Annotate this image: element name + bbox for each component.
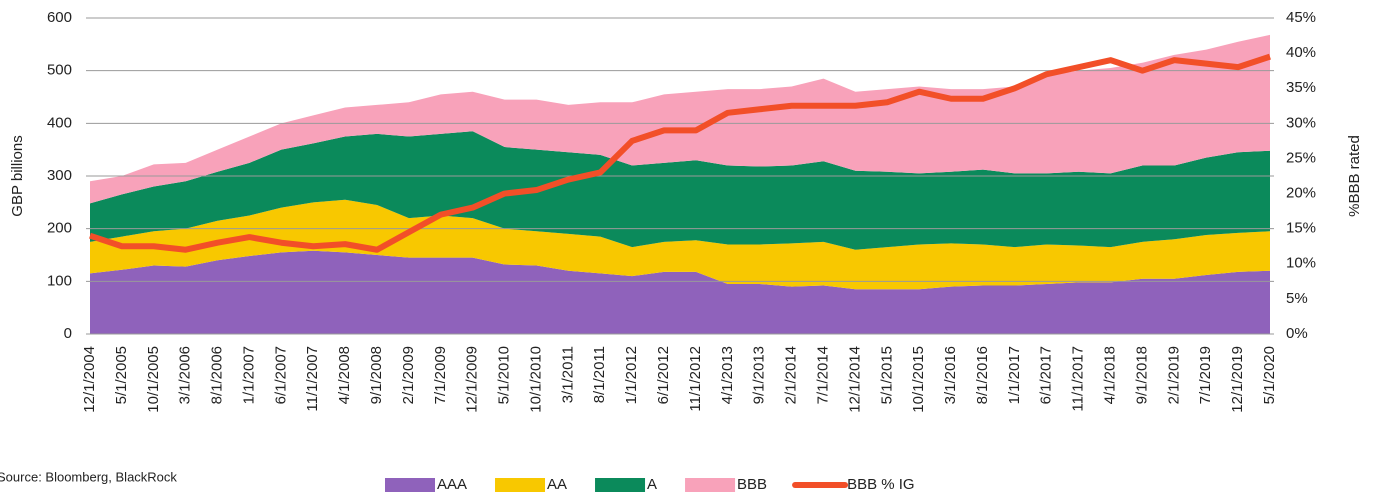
y-tick-label: 200 [47,220,72,237]
x-tick-label: 2/1/2019 [1165,346,1182,404]
x-tick-label: 6/1/2007 [272,346,289,404]
x-tick-label: 12/1/2014 [846,346,863,413]
x-tick-label: 9/1/2008 [368,346,385,404]
area [90,131,1270,250]
y2-tick-label: 20% [1286,185,1316,202]
y2-tick-label: 15% [1286,220,1316,237]
x-tick-label: 11/1/2017 [1070,346,1087,412]
x-tick-label: 6/1/2017 [1038,346,1055,404]
x-tick-label: 11/1/2007 [304,346,321,412]
y-tick-label: 0 [64,325,72,342]
x-tick-label: 4/1/2013 [719,346,736,404]
x-tick-label: 5/1/2010 [496,346,513,404]
area [90,34,1270,204]
y-tick-label: 600 [47,9,72,26]
y2-tick-label: 40% [1286,44,1316,61]
x-tick-label: 10/1/2010 [527,346,544,413]
legend-label: AAA [437,476,467,493]
y2-tick-label: 35% [1286,79,1316,96]
x-tick-label: 10/1/2015 [910,346,927,413]
x-tick-label: 5/1/2005 [113,346,130,404]
x-tick-label: 8/1/2006 [209,346,226,404]
y2-tick-label: 10% [1286,255,1316,272]
area [90,250,1270,334]
x-tick-label: 10/1/2005 [145,346,162,413]
x-tick-label: 12/1/2019 [1229,346,1246,413]
x-tick-label: 7/1/2009 [432,346,449,404]
x-tick-label: 4/1/2018 [1102,346,1119,404]
legend-label: BBB [737,476,767,493]
x-tick-label: 5/1/2020 [1261,346,1278,404]
y2-tick-label: 45% [1286,9,1316,26]
x-tick-label: 7/1/2014 [814,346,831,404]
x-tick-label: 9/1/2013 [751,346,768,404]
x-tick-label: 3/1/2011 [559,346,576,403]
x-tick-label: 1/1/2007 [240,346,257,404]
x-tick-label: 5/1/2015 [878,346,895,404]
y-tick-label: 500 [47,62,72,79]
y2-tick-label: 30% [1286,114,1316,131]
y-tick-label: 100 [47,272,72,289]
line [89,53,1271,253]
x-tick-label: 3/1/2006 [177,346,194,404]
y2-tick-label: 25% [1286,149,1316,166]
legend-label: AA [547,476,567,493]
x-tick-label: 8/1/2011 [591,346,608,403]
x-tick-label: 11/1/2012 [687,346,704,412]
area [90,199,1270,290]
x-tick-label: 8/1/2016 [974,346,991,404]
y2-tick-label: 0% [1286,325,1308,342]
legend-swatch [595,478,646,492]
legend-label: BBB % IG [847,476,915,493]
y-axis-label: GBP billions [9,135,26,216]
y-tick-label: 400 [47,114,72,131]
x-tick-label: 2/1/2014 [783,346,800,404]
x-tick-label: 6/1/2012 [655,346,672,404]
x-tick-label: 12/1/2004 [81,346,98,413]
legend-swatch [385,478,435,492]
x-tick-label: 1/1/2017 [1006,346,1023,404]
x-tick-label: 2/1/2009 [400,346,417,404]
x-tick-label: 12/1/2009 [464,346,481,413]
x-tick-label: 4/1/2008 [336,346,353,404]
y2-axis-label: %BBB rated [1346,135,1363,217]
y-tick-label: 300 [47,167,72,184]
x-tick-label: 1/1/2012 [623,346,640,404]
y2-tick-label: 5% [1286,290,1308,307]
x-tick-label: 3/1/2016 [942,346,959,404]
x-tick-label: 9/1/2018 [1133,346,1150,404]
legend-swatch [685,478,736,492]
legend-swatch [495,478,546,492]
source-note: Source: Bloomberg, BlackRock [0,469,177,484]
x-tick-label: 7/1/2019 [1197,346,1214,404]
legend-label: A [647,476,657,493]
